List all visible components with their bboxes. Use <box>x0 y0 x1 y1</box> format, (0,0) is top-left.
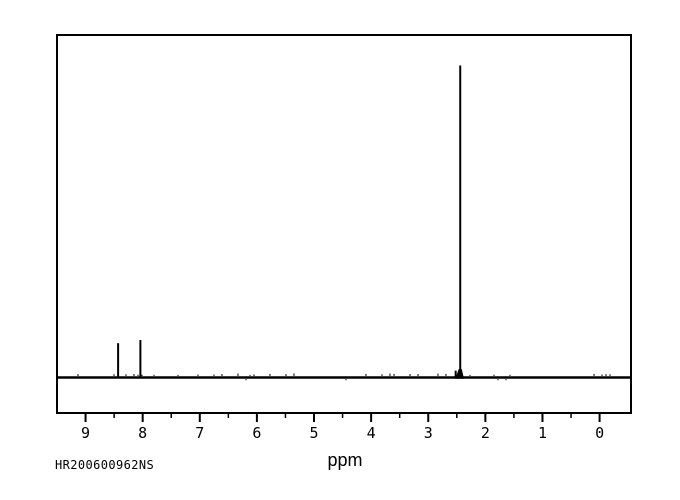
x-tick-label: 7 <box>195 424 204 442</box>
x-tick-label: 9 <box>81 424 90 442</box>
x-tick-label: 2 <box>481 424 490 442</box>
x-tick-label: 0 <box>595 424 604 442</box>
x-tick-label: 4 <box>367 424 376 442</box>
x-tick-label: 5 <box>309 424 318 442</box>
x-axis-ticks <box>84 414 601 422</box>
x-tick-label: 1 <box>538 424 547 442</box>
sample-id-label: HR200600962NS <box>55 458 154 472</box>
x-axis-unit-label: ppm <box>327 450 362 470</box>
x-tick-label: 6 <box>252 424 261 442</box>
plot-frame <box>56 34 632 414</box>
x-axis-tick-labels: 9 8 7 6 5 4 3 2 1 0 <box>81 424 604 442</box>
x-tick-label: 3 <box>424 424 433 442</box>
nmr-peak-foot <box>455 369 465 379</box>
x-tick-label: 8 <box>138 424 147 442</box>
spectrum-trace <box>58 65 630 381</box>
